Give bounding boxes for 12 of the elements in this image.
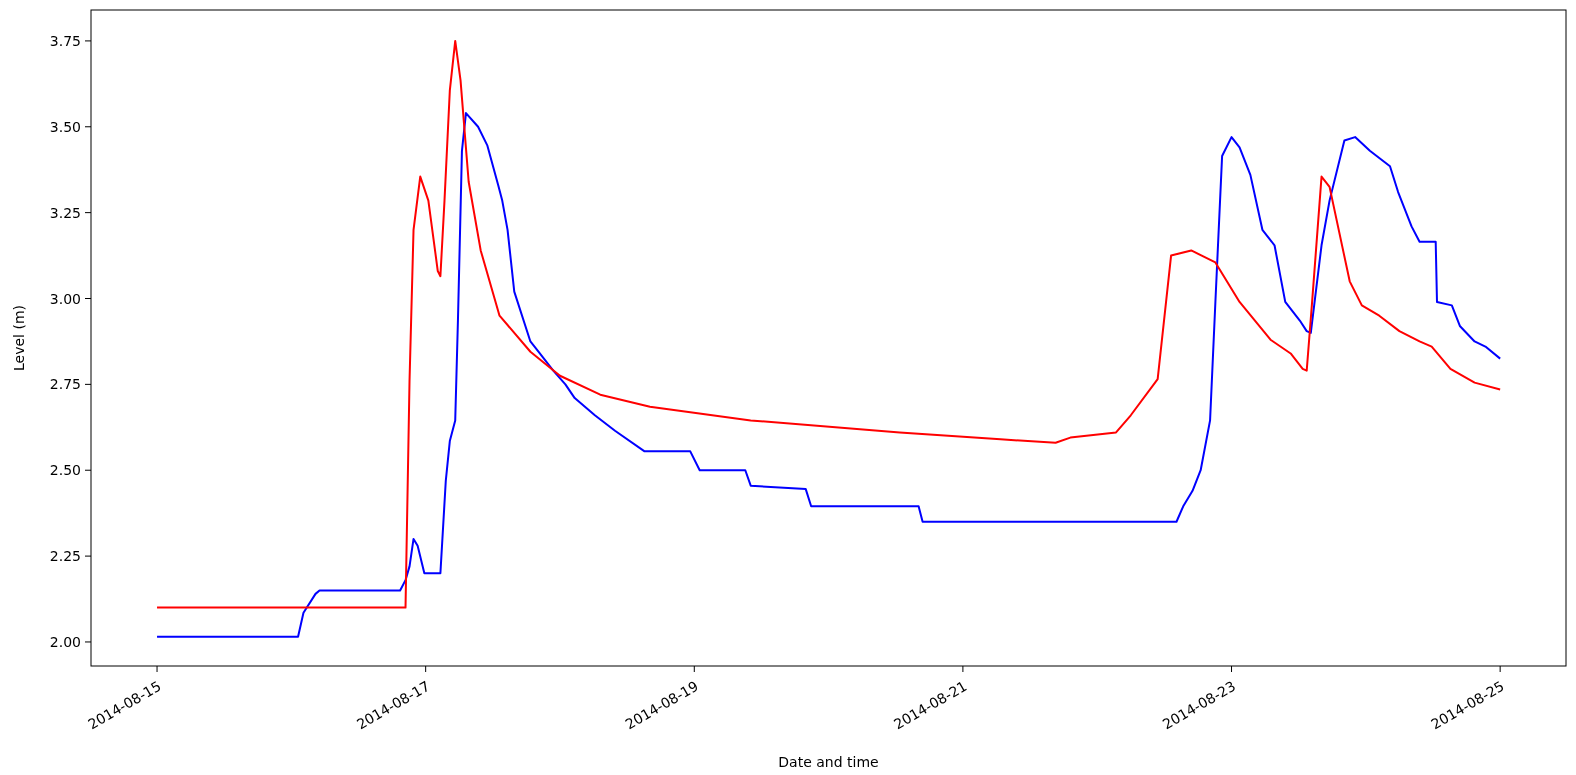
y-tick-label: 3.75: [49, 32, 81, 49]
y-tick-label: 2.25: [49, 548, 81, 565]
y-tick-label: 2.50: [49, 462, 81, 479]
y-tick-label: 2.75: [49, 376, 81, 393]
line-series: [156, 112, 1502, 638]
y-axis-title: Level (m): [11, 305, 27, 371]
y-tick-label: 2.00: [49, 633, 81, 650]
y-tick-label: 3.00: [49, 290, 81, 307]
line-series: [156, 39, 1502, 609]
y-tick-label: 3.25: [49, 204, 81, 221]
x-axis-title: Date and time: [778, 754, 879, 770]
y-tick-label: 3.50: [49, 118, 81, 135]
